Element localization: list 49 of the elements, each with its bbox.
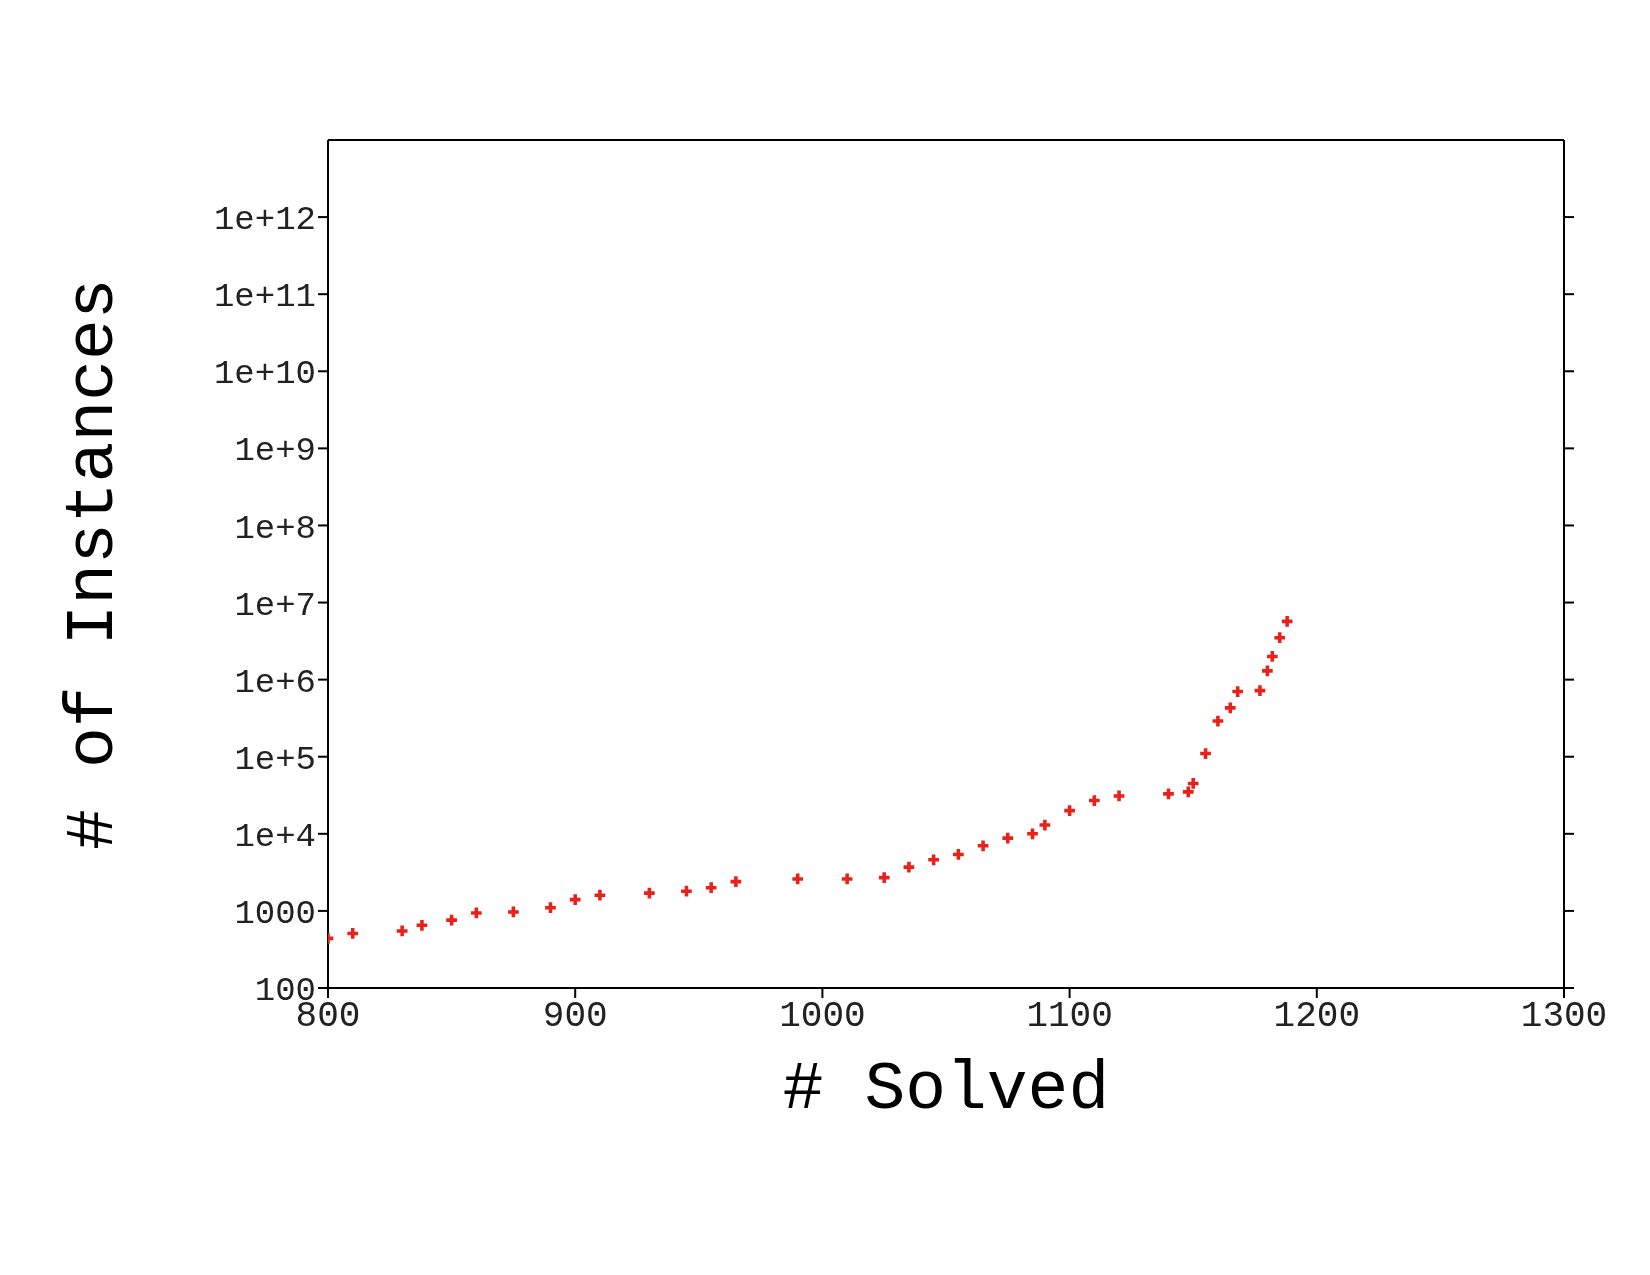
point — [1274, 632, 1286, 644]
x-tick-label: 1100 — [1026, 995, 1113, 1037]
point — [569, 894, 581, 906]
point — [1039, 819, 1051, 831]
point — [730, 876, 742, 887]
y-tick-label: 1000 — [234, 894, 316, 933]
point — [1182, 786, 1194, 798]
point — [446, 914, 457, 926]
x-axis-title: # Solved — [782, 1051, 1110, 1128]
x-tick-label: 900 — [542, 995, 608, 1037]
point — [977, 840, 989, 852]
point — [416, 919, 428, 931]
point — [594, 889, 606, 901]
point — [508, 906, 519, 918]
point — [928, 854, 940, 866]
point — [681, 885, 692, 897]
point — [1113, 790, 1125, 802]
x-tick-label: 1300 — [1520, 995, 1608, 1037]
x-tick-label: 1000 — [779, 995, 866, 1037]
point — [470, 907, 482, 919]
point — [1212, 715, 1224, 727]
y-axis-title: # of Instances — [55, 278, 133, 850]
point — [643, 887, 655, 899]
point — [1224, 702, 1236, 714]
y-tick-label: 1e+7 — [234, 586, 316, 625]
point — [841, 873, 853, 885]
point — [545, 902, 556, 914]
y-tick-label: 1e+8 — [234, 509, 316, 548]
point — [1002, 832, 1014, 844]
point — [878, 872, 890, 884]
y-tick-label: 1e+6 — [234, 663, 316, 702]
point — [705, 882, 717, 894]
y-tick-label: 1e+5 — [234, 740, 316, 779]
point — [792, 873, 804, 885]
point — [1281, 616, 1293, 627]
x-tick-label: 1200 — [1273, 995, 1361, 1037]
point — [347, 928, 359, 939]
point — [1254, 685, 1266, 696]
point — [1187, 778, 1199, 789]
point — [1261, 665, 1273, 677]
y-tick-label: 1e+12 — [213, 201, 316, 240]
y-tick-label: 1e+9 — [234, 432, 316, 471]
point — [1027, 828, 1038, 840]
y-tick-label: 1e+4 — [234, 817, 316, 856]
point — [396, 925, 408, 937]
point — [903, 861, 915, 873]
y-tick-label: 1e+11 — [213, 278, 316, 317]
y-tick-label: 1e+10 — [213, 355, 316, 394]
point — [1163, 788, 1174, 800]
